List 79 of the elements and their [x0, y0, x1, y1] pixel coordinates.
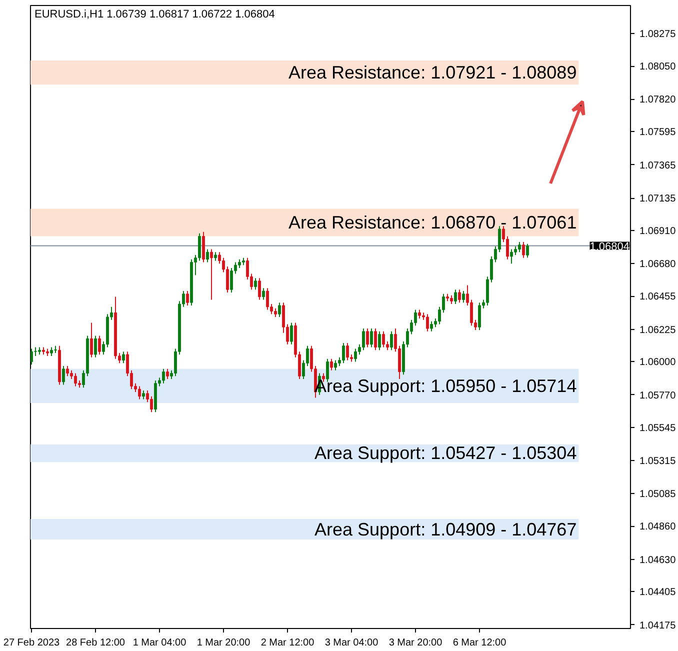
candlestick [150, 396, 153, 413]
y-tick-label: 1.07135 [640, 194, 676, 205]
x-tick-label: 28 Feb 12:00 [66, 638, 126, 648]
candlestick [262, 288, 265, 300]
y-tick-label: 1.05545 [640, 422, 676, 434]
y-tick-label: 1.04175 [640, 620, 676, 632]
candlestick [330, 358, 333, 371]
candlestick [378, 330, 381, 351]
candlestick [138, 386, 141, 400]
candlestick [454, 289, 457, 305]
candlestick [162, 368, 165, 384]
candlestick [122, 351, 125, 364]
y-tick-label: 1.06455 [640, 292, 676, 303]
y-tick-label: 1.06680 [640, 259, 676, 270]
x-tick-label: 3 Mar 20:00 [388, 638, 443, 648]
y-tick-label: 1.06225 [640, 324, 676, 336]
y-tick-label: 1.04630 [640, 554, 676, 566]
candlestick [202, 231, 205, 263]
candlestick [198, 232, 201, 262]
candlestick [370, 328, 373, 348]
y-tick-label: 1.07595 [640, 127, 676, 138]
x-tick-label: 27 Feb 2023 [3, 638, 60, 648]
candlestick [254, 278, 257, 290]
candlestick [334, 360, 337, 371]
band-label: Area Resistance: 1.07921 - 1.08089 [288, 62, 577, 83]
band-label: Area Resistance: 1.06870 - 1.07061 [288, 212, 577, 232]
candlestick [74, 372, 77, 387]
y-tick-label: 1.06910 [640, 226, 676, 237]
candlestick [94, 335, 97, 358]
candlestick [266, 288, 269, 310]
candlestick [30, 348, 33, 366]
y-tick-label: 1.04860 [640, 522, 676, 533]
y-tick-label: 1.05085 [640, 489, 676, 500]
y-tick-label: 1.08050 [640, 62, 676, 73]
y-tick-label: 1.07820 [640, 94, 676, 106]
candlestick [426, 314, 429, 332]
x-tick-label: 2 Mar 12:00 [260, 638, 315, 648]
x-tick-label: 1 Mar 04:00 [132, 638, 187, 648]
candlestick [362, 328, 365, 351]
candlestick [354, 348, 357, 362]
candlestick [210, 248, 213, 300]
candlestick [230, 267, 233, 293]
y-tick-label: 1.07365 [640, 160, 676, 172]
chart-title: EURUSD.i,H1 1.06739 1.06817 1.06722 1.06804 [34, 8, 275, 20]
candlestick [518, 242, 521, 253]
y-tick-label: 1.06000 [640, 357, 676, 368]
candlestick [290, 322, 293, 345]
candlestick [90, 322, 93, 358]
candlestick [278, 302, 281, 318]
y-tick-label: 1.04405 [640, 587, 676, 598]
ref-line-label: 1.06804 [590, 240, 630, 253]
candlestick [526, 243, 529, 258]
candlestick [66, 366, 69, 377]
candlestick [374, 328, 377, 351]
y-tick-label: 1.08275 [640, 29, 676, 40]
candlestick [258, 278, 261, 300]
band-label: Area Support: 1.04909 - 1.04767 [314, 519, 577, 540]
candlestick [186, 290, 189, 306]
candlestick [206, 248, 209, 263]
candlestick [62, 366, 65, 386]
band-label: Area Support: 1.05427 - 1.05304 [314, 443, 577, 464]
y-tick-label: 1.05770 [640, 390, 676, 402]
x-tick-label: 3 Mar 04:00 [324, 638, 379, 648]
candlestick [166, 368, 169, 380]
candlestick [346, 342, 349, 361]
candlestick [98, 335, 101, 355]
candlestick [462, 290, 465, 304]
candlestick [458, 289, 461, 304]
candlestick [478, 302, 481, 330]
y-tick-label: 1.05315 [640, 456, 676, 467]
candlestick [522, 242, 525, 258]
candlestick [390, 330, 393, 351]
candlestick [342, 342, 345, 364]
x-tick-label: 1 Mar 20:00 [196, 638, 251, 648]
candlestick [430, 320, 433, 332]
candlestick [366, 328, 369, 348]
candlestick [510, 248, 513, 264]
candlestick [382, 330, 385, 348]
x-tick-label: 6 Mar 12:00 [452, 638, 507, 648]
